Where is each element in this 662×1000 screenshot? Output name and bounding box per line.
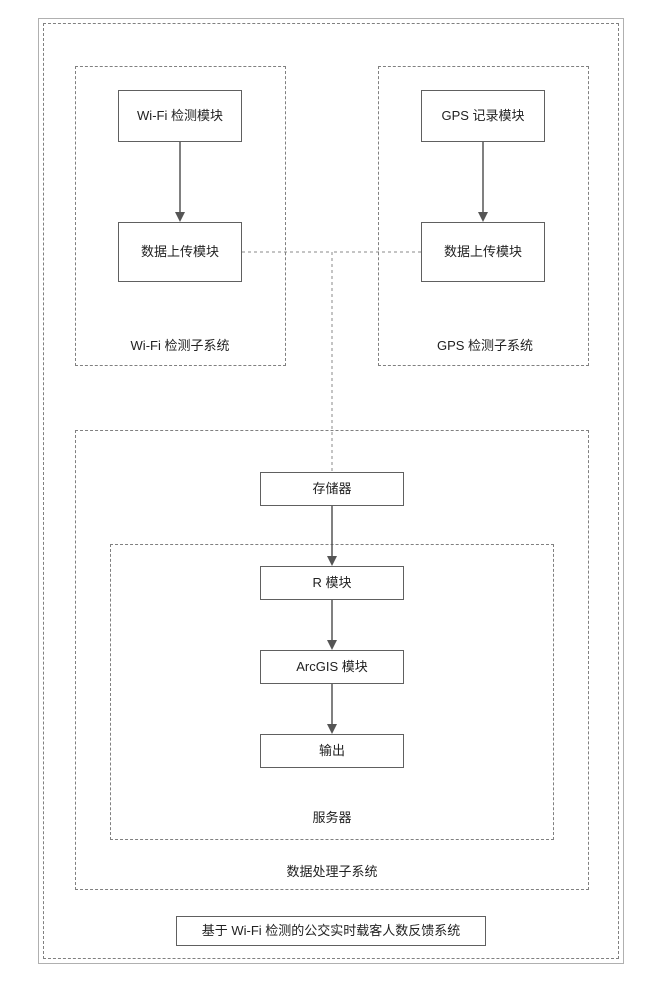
gps-record-box: GPS 记录模块 [421,90,545,142]
wifi-detect-box: Wi-Fi 检测模块 [118,90,242,142]
output-label: 输出 [319,742,345,760]
server-label: 服务器 [300,807,364,826]
wifi-upload-label: 数据上传模块 [141,243,219,261]
arcgis-module-box: ArcGIS 模块 [260,650,404,684]
title-box: 基于 Wi-Fi 检测的公交实时载客人数反馈系统 [176,916,486,946]
gps-upload-label: 数据上传模块 [444,243,522,261]
wifi-upload-box: 数据上传模块 [118,222,242,282]
r-module-box: R 模块 [260,566,404,600]
wifi-subsystem-label: Wi-Fi 检测子系统 [110,335,250,354]
wifi-detect-label: Wi-Fi 检测模块 [137,107,223,125]
r-module-label: R 模块 [312,574,351,592]
arcgis-module-label: ArcGIS 模块 [296,658,368,676]
data-subsystem-label: 数据处理子系统 [262,861,402,880]
storage-label: 存储器 [312,480,351,498]
gps-record-label: GPS 记录模块 [441,107,524,125]
gps-subsystem-label: GPS 检测子系统 [415,335,555,354]
output-box: 输出 [260,734,404,768]
gps-upload-box: 数据上传模块 [421,222,545,282]
storage-box: 存储器 [260,472,404,506]
diagram-title: 基于 Wi-Fi 检测的公交实时载客人数反馈系统 [202,922,461,940]
